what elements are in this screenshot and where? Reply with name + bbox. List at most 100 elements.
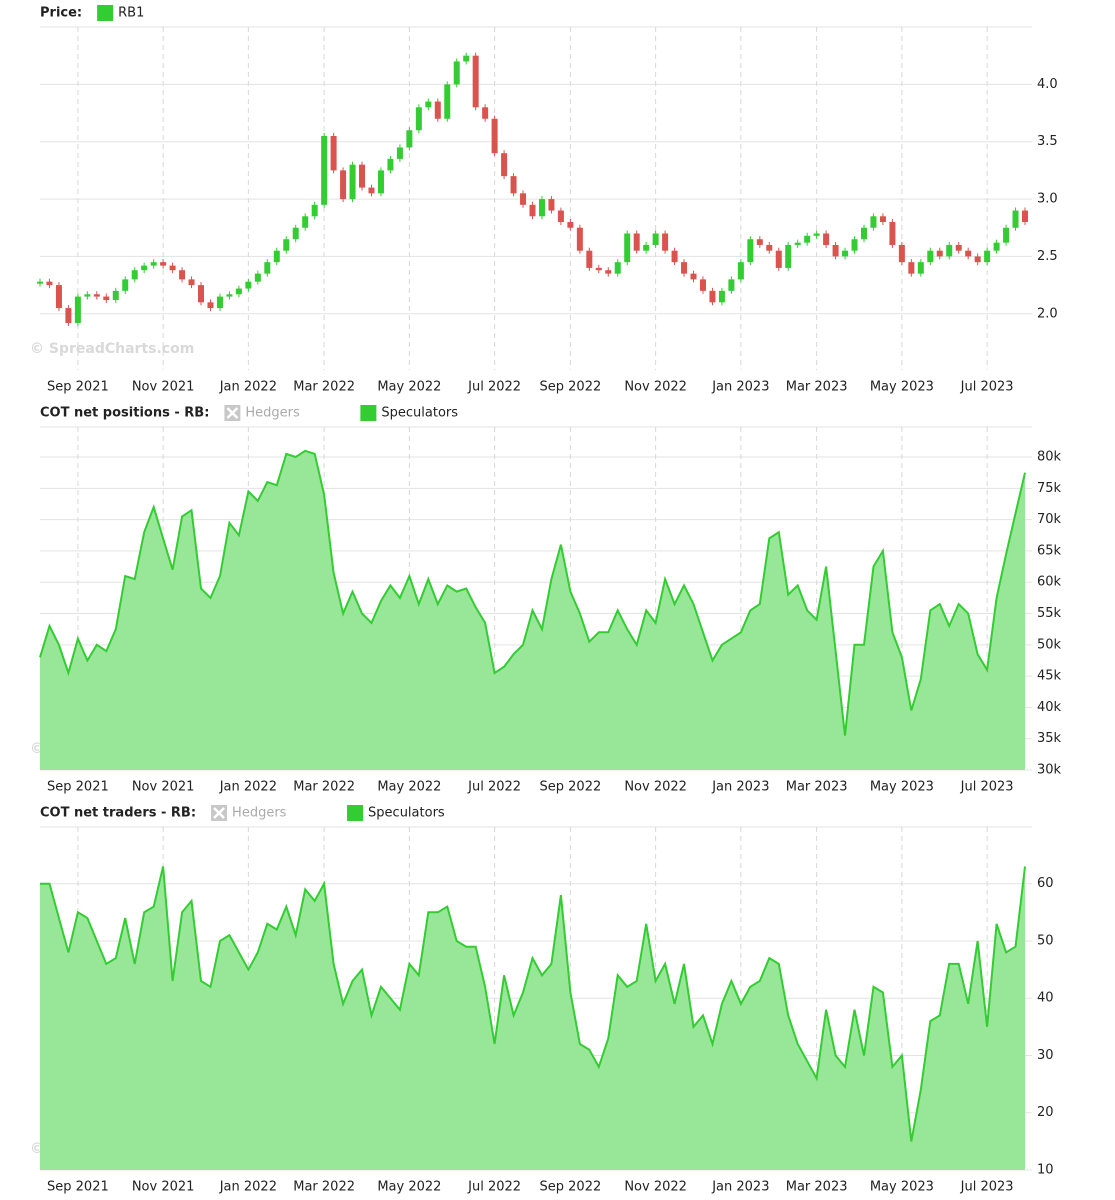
candle [472, 55, 479, 108]
x-tick-label: Sep 2022 [540, 1180, 602, 1195]
candle [463, 55, 470, 62]
x-tick-label: May 2023 [870, 1180, 934, 1195]
watermark: © SpreadCharts.com [30, 341, 194, 357]
candle [709, 290, 716, 303]
legend-x-icon [226, 407, 239, 419]
candle [55, 285, 62, 309]
candle [150, 262, 157, 266]
candle [548, 199, 555, 211]
candle [889, 222, 896, 245]
x-tick-label: Mar 2022 [293, 1180, 355, 1195]
candle [321, 135, 328, 205]
candle [74, 296, 81, 323]
candle [179, 270, 186, 280]
candle [813, 233, 820, 236]
candle [510, 176, 517, 194]
legend-item[interactable]: Hedgers [224, 405, 300, 421]
candle [737, 262, 744, 280]
legend-label: RB1 [118, 6, 144, 21]
y-tick-label: 80k [1037, 450, 1062, 465]
y-tick-label: 4.0 [1037, 77, 1058, 92]
candle [1022, 210, 1028, 223]
candle [775, 250, 782, 268]
candle [141, 265, 148, 271]
candle [311, 204, 318, 217]
candle [557, 210, 564, 223]
candle [1003, 227, 1010, 243]
candle [198, 285, 205, 303]
legend-item[interactable]: RB1 [97, 5, 144, 21]
x-tick-label: Nov 2021 [132, 780, 195, 795]
candle [292, 227, 299, 240]
y-tick-label: 60k [1037, 575, 1062, 590]
x-tick-label: Jan 2022 [219, 1180, 277, 1195]
y-tick-label: 55k [1037, 606, 1062, 621]
y-tick-label: 30 [1037, 1048, 1054, 1063]
candle [681, 262, 688, 274]
candle [377, 170, 384, 194]
candle [851, 239, 858, 251]
candle [264, 262, 271, 274]
candle [235, 288, 242, 295]
x-tick-label: Jul 2023 [960, 780, 1014, 795]
x-tick-label: Mar 2022 [293, 780, 355, 795]
x-tick-label: Jan 2023 [711, 1180, 769, 1195]
y-tick-label: 60 [1037, 876, 1054, 891]
x-tick-label: Sep 2022 [540, 780, 602, 795]
line [40, 866, 1026, 1142]
candle [160, 262, 167, 266]
candle [501, 153, 508, 177]
candle [254, 273, 261, 282]
y-tick-label: 70k [1037, 512, 1062, 527]
candle [908, 262, 915, 274]
legend-swatch [97, 5, 114, 21]
x-tick-label: Nov 2022 [624, 1180, 687, 1195]
legend-item[interactable]: Hedgers [211, 805, 287, 821]
candle [785, 244, 792, 268]
y-tick-label: 65k [1037, 543, 1062, 558]
x-tick-label: May 2022 [377, 780, 441, 795]
y-tick-label: 75k [1037, 481, 1062, 496]
candle [671, 250, 678, 263]
candle [614, 262, 621, 274]
candle [340, 170, 347, 200]
legend-label: Hedgers [232, 806, 287, 821]
candle [879, 216, 886, 223]
y-tick-label: 3.5 [1037, 134, 1058, 149]
legend-swatch [360, 405, 377, 421]
x-tick-label: Jul 2022 [467, 380, 521, 395]
candle [283, 239, 290, 251]
candle [870, 216, 877, 228]
candle [207, 302, 214, 309]
x-tick-label: May 2023 [870, 780, 934, 795]
y-tick-label: 20 [1037, 1105, 1054, 1120]
x-tick-label: Sep 2021 [47, 780, 109, 795]
candle [65, 308, 72, 323]
candle [567, 222, 574, 228]
candle [491, 118, 498, 154]
legend-item[interactable]: Speculators [360, 405, 458, 421]
candle [444, 84, 451, 119]
candle [103, 296, 110, 301]
candle [595, 267, 602, 271]
candle [860, 227, 867, 240]
candle [662, 233, 669, 251]
x-tick-label: Jan 2022 [219, 780, 277, 795]
y-tick-label: 35k [1037, 731, 1062, 746]
legend-label: Hedgers [245, 406, 300, 421]
y-tick-label: 3.0 [1037, 192, 1058, 207]
x-tick-label: Sep 2022 [540, 380, 602, 395]
candle [936, 250, 943, 257]
candle [302, 216, 309, 228]
candle [927, 250, 934, 263]
x-tick-label: Jan 2023 [711, 380, 769, 395]
y-tick-label: 2.0 [1037, 306, 1058, 321]
x-tick-label: Nov 2022 [624, 380, 687, 395]
candle [112, 290, 119, 301]
panel-title: COT net positions - RB: [40, 406, 209, 421]
candle [965, 250, 972, 257]
candle [898, 244, 905, 263]
legend-item[interactable]: Speculators [347, 805, 445, 821]
candle [387, 158, 394, 171]
